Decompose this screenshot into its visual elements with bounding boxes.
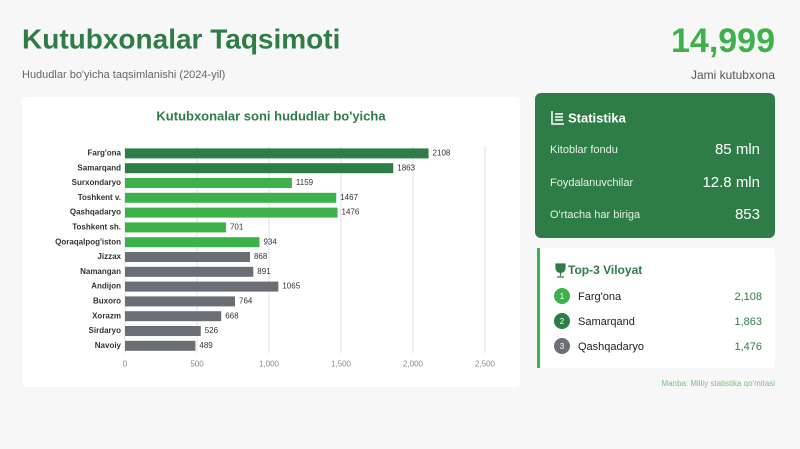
top3-value: 1,863 [734,316,762,328]
value-label: 891 [257,267,271,276]
bar [125,163,394,174]
bar [125,252,250,262]
y-tick-label: Jizzax [97,252,121,261]
value-label: 1159 [296,178,314,187]
x-tick-label: 1,500 [331,359,352,368]
y-tick-label: Surxondaryo [72,178,121,187]
rank: 1 [560,292,565,301]
value-label: 868 [254,252,268,261]
y-tick-label: Toshkent v. [78,193,121,202]
y-tick-label: Namangan [80,267,121,276]
top3-accent [537,248,540,368]
y-tick-label: Farg'ona [88,149,122,158]
top3-title: Top-3 Viloyat [568,263,642,277]
value-label: 668 [225,311,239,320]
trophy-icon [555,263,566,278]
value-label: 489 [199,341,213,350]
value-label: 934 [263,237,277,246]
bar [125,222,226,233]
value-label: 1863 [397,163,415,172]
bar [125,148,429,159]
y-tick-label: Andijon [91,282,121,291]
source: Manba: Milliy statistika qo'mitasi [661,379,775,388]
total-label: Jami kutubxona [691,68,775,82]
value-label: 526 [205,326,219,335]
page-subtitle: Hududlar bo'yicha taqsimlanishi (2024-yi… [22,69,225,81]
top3-name: Farg'ona [578,291,622,303]
bar [125,281,279,292]
stat-label: O'rtacha har biriga [550,209,641,221]
value-label: 1467 [340,193,358,202]
x-tick-label: 1,000 [259,359,280,368]
rank-badge [554,288,570,304]
top3-panel [537,248,775,368]
y-tick-label: Sirdaryo [89,326,122,335]
stat-label: Foydalanuvchilar [550,177,633,189]
bar [125,326,201,336]
top3-value: 2,108 [734,291,762,303]
rank: 2 [560,317,565,326]
bar [125,192,337,203]
bar [125,207,338,218]
page-title: Kutubxonalar Taqsimoti [22,23,340,54]
stats-panel [535,93,775,238]
y-tick-label: Qoraqalpog'iston [55,237,121,246]
stats-title: Statistika [568,110,627,125]
bar [125,311,222,322]
chart-title: Kutubxonalar soni hududlar bo'yicha [156,108,386,123]
top3-value: 1,476 [734,341,762,353]
y-tick-label: Toshkent sh. [72,223,121,232]
rank: 3 [560,342,565,351]
value-label: 1476 [342,208,360,217]
y-tick-label: Buxoro [93,297,121,306]
top3-name: Qashqadaryo [578,341,644,353]
x-tick-label: 0 [123,359,128,368]
x-tick-label: 2,500 [475,359,496,368]
value-label: 701 [230,223,244,232]
y-tick-label: Samarqand [77,163,121,172]
value-label: 1065 [282,282,300,291]
chart: 0 500 1,000 1,500 2,000 2,500 Farg'ona 2108 Sama… [55,146,496,368]
bar [125,178,292,188]
stat-value: 853 [735,206,760,223]
total: 14,999 [671,22,775,60]
y-tick-label: Xorazm [92,311,121,320]
stat-value: 12.8 mln [702,174,760,191]
y-tick-label: Qashqadaryo [70,208,121,217]
bar [125,296,236,307]
stat-value: 85 mln [715,141,760,158]
rank-badge [554,338,570,354]
top3-name: Samarqand [578,316,635,328]
x-tick-label: 2,000 [403,359,424,368]
value-label: 2108 [433,149,451,158]
bar [125,266,254,277]
bar [125,237,260,248]
stats-icon [551,111,564,125]
bar [125,340,196,351]
value-label: 764 [239,297,253,306]
y-tick-label: Navoiy [95,341,122,350]
stat-label: Kitoblar fondu [550,144,618,156]
x-tick-label: 500 [190,359,204,368]
rank-badge [554,313,570,329]
